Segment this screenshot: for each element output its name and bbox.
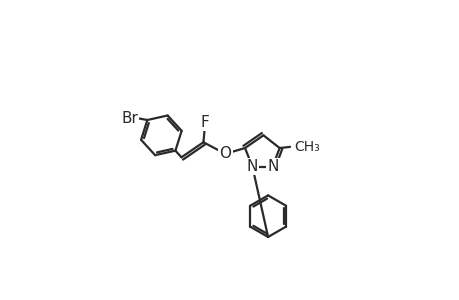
- Text: N: N: [246, 159, 257, 174]
- Text: O: O: [219, 146, 231, 161]
- Text: N: N: [266, 159, 278, 174]
- Text: Br: Br: [121, 110, 138, 125]
- Text: CH₃: CH₃: [294, 140, 320, 154]
- Text: F: F: [201, 115, 209, 130]
